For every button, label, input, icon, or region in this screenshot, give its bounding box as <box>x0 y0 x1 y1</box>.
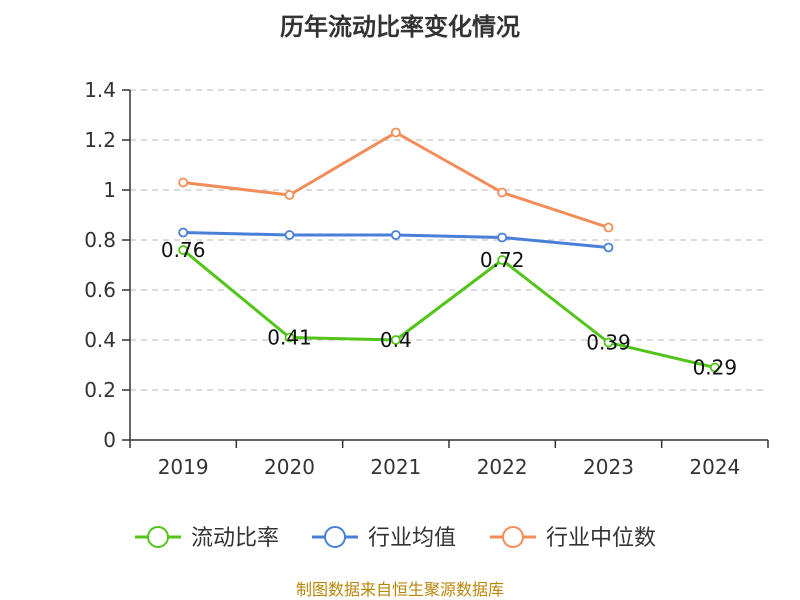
series-line <box>182 131 609 229</box>
data-point <box>284 332 295 343</box>
legend: 流动比率 行业均值 行业中位数 <box>135 526 656 551</box>
data-point <box>603 222 614 233</box>
data-point <box>284 190 295 200</box>
data-point <box>603 242 614 253</box>
data-point <box>178 245 189 255</box>
data-point <box>603 337 614 348</box>
y-tick-label: 1.2 <box>84 128 116 152</box>
x-tick-label: 2024 <box>689 455 740 479</box>
x-tick-label: 2019 <box>158 455 209 479</box>
x-tick-label: 2020 <box>264 455 315 479</box>
data-label: 0.29 <box>693 356 738 380</box>
series-group <box>178 127 720 373</box>
y-tick-label: 0.2 <box>84 378 116 402</box>
series-line <box>182 248 716 369</box>
x-tick-label: 2023 <box>583 455 634 479</box>
axes: 0 0.2 0.4 0.6 0.8 1 1.2 1.4 2019 2020 2021 2022 2023… <box>84 78 769 479</box>
y-tick-label: 0.8 <box>84 228 116 252</box>
y-tick-label: 1 <box>103 178 116 202</box>
data-point <box>709 362 720 373</box>
data-point <box>390 335 401 345</box>
legend-label: 流动比率 <box>191 526 279 551</box>
legend-marker <box>324 526 346 548</box>
legend-label: 行业中位数 <box>546 526 656 551</box>
x-tick-label: 2022 <box>477 455 528 479</box>
grid-lines <box>130 89 768 391</box>
data-point <box>497 255 508 265</box>
legend-marker <box>147 526 169 548</box>
data-label: 0.41 <box>267 326 312 350</box>
data-label: 0.76 <box>161 238 206 262</box>
y-tick-label: 0.6 <box>84 278 116 302</box>
data-point <box>178 227 189 238</box>
source-note: 制图数据来自恒生聚源数据库 <box>296 580 504 599</box>
data-point <box>390 127 401 138</box>
data-point <box>390 230 401 240</box>
data-labels: 0.76 0.41 0.4 0.72 0.39 0.29 <box>161 238 737 380</box>
data-point <box>497 232 508 243</box>
chart-title: 历年流动比率变化情况 <box>280 13 520 41</box>
data-label: 0.72 <box>480 248 525 272</box>
data-point <box>284 230 295 240</box>
data-label: 0.4 <box>380 328 412 352</box>
x-tick-label: 2021 <box>370 455 421 479</box>
data-point <box>178 177 189 188</box>
y-tick-label: 0.4 <box>84 328 116 352</box>
legend-marker <box>502 526 524 548</box>
legend-label: 行业均值 <box>368 526 456 551</box>
y-tick-label: 0 <box>103 428 116 452</box>
data-label: 0.39 <box>586 331 631 355</box>
y-tick-label: 1.4 <box>84 78 116 102</box>
data-point <box>497 187 508 198</box>
